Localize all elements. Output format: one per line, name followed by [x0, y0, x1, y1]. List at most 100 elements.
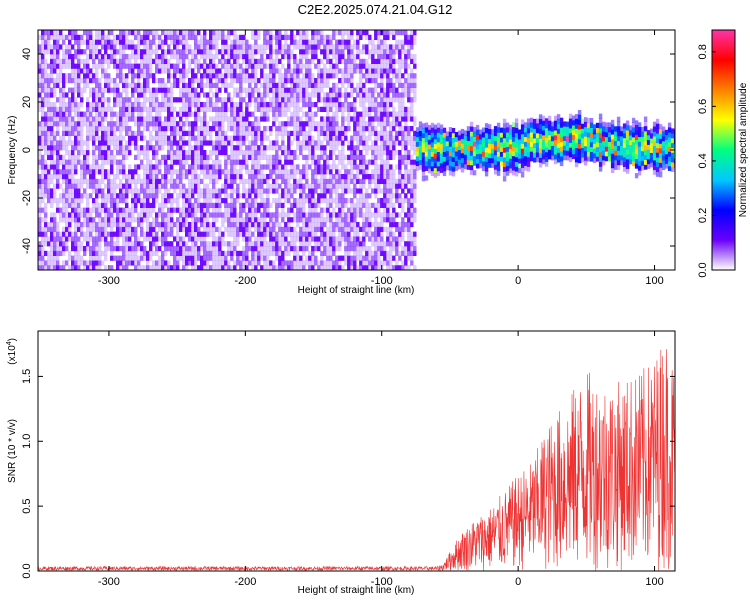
- spectrogram-cell: [392, 236, 396, 242]
- spectrogram-cell: [173, 140, 177, 146]
- spectrogram-cell: [131, 207, 135, 213]
- spectrogram-cell: [200, 260, 204, 266]
- spectrogram-cell: [239, 145, 243, 151]
- spectrogram-cell: [179, 154, 183, 160]
- spectrogram-cell: [164, 102, 168, 108]
- spectrogram-cell: [284, 106, 288, 112]
- spectrogram-cell: [359, 154, 363, 160]
- spectrogram-cell: [194, 34, 198, 40]
- spectrogram-cell: [401, 140, 405, 146]
- spectrogram-cell: [248, 130, 252, 136]
- spectrogram-cell: [167, 92, 171, 98]
- spectrogram-cell: [218, 150, 222, 156]
- spectrogram-cell: [176, 68, 180, 74]
- spectrogram-cell: [239, 164, 243, 170]
- spectrogram-cell: [350, 102, 354, 108]
- spectrogram-cell: [167, 231, 171, 237]
- spectrogram-cell: [101, 111, 105, 117]
- spectrogram-cell: [239, 111, 243, 117]
- spectrogram-cell: [197, 68, 201, 74]
- spectrogram-cell: [74, 34, 78, 40]
- spectrogram-cell: [38, 140, 42, 146]
- spectrogram-cell: [113, 49, 117, 55]
- spectrogram-cell: [374, 130, 378, 136]
- spectrogram-cell: [395, 241, 399, 247]
- spectrogram-cell: [134, 58, 138, 64]
- spectrogram-cell: [227, 183, 231, 189]
- spectrogram-cell: [203, 231, 207, 237]
- spectrogram-cell: [203, 193, 207, 199]
- spectrogram-cell: [335, 121, 339, 127]
- spectrogram-cell: [254, 222, 258, 228]
- spectrogram-cell: [38, 73, 42, 79]
- spectrogram-cell: [95, 222, 99, 228]
- spectrogram-cell: [194, 236, 198, 242]
- spectrogram-cell: [380, 150, 384, 156]
- spectrogram-cell: [65, 188, 69, 194]
- spectrogram-cell: [296, 73, 300, 79]
- spectrogram-cell: [284, 73, 288, 79]
- spectrogram-cell: [122, 87, 126, 93]
- spectrogram-cell: [272, 102, 276, 108]
- spectrogram-cell: [293, 106, 297, 112]
- spectrogram-cell: [65, 54, 69, 60]
- spectrogram-cell: [392, 255, 396, 261]
- spectrogram-cell: [239, 140, 243, 146]
- spectrogram-cell: [206, 250, 210, 256]
- spectrogram-cell: [245, 202, 249, 208]
- spectrogram-cell: [284, 159, 288, 165]
- spectrogram-cell: [362, 222, 366, 228]
- spectrogram-cell: [131, 140, 135, 146]
- spectrogram-cell: [347, 30, 351, 36]
- spectrogram-cell: [77, 145, 81, 151]
- spectrogram-cell: [83, 193, 87, 199]
- spectrogram-cell: [194, 217, 198, 223]
- spectrogram-cell: [368, 193, 372, 199]
- spectrogram-cell: [104, 169, 108, 175]
- spectrogram-cell: [395, 265, 399, 270]
- spectrogram-cell: [383, 92, 387, 98]
- spectrogram-cell: [146, 159, 150, 165]
- spectrogram-cell: [80, 49, 84, 55]
- spectrogram-cell: [176, 260, 180, 266]
- spectrogram-cell: [98, 164, 102, 170]
- spectrogram-cell: [71, 188, 75, 194]
- spectrogram-cell: [47, 39, 51, 45]
- spectrogram-cell: [248, 178, 252, 184]
- spectrogram-cell: [296, 111, 300, 117]
- spectrogram-cell: [188, 145, 192, 151]
- spectrogram-cell: [134, 97, 138, 103]
- spectrogram-cell: [338, 246, 342, 252]
- spectrogram-cell: [260, 183, 264, 189]
- spectrogram-cell: [146, 140, 150, 146]
- spectrogram-cell: [155, 68, 159, 74]
- spectrogram-cell: [236, 255, 240, 261]
- spectrogram-cell: [335, 246, 339, 252]
- spectrogram-cell: [272, 111, 276, 117]
- spectrogram-cell: [329, 183, 333, 189]
- spectrogram-cell: [380, 121, 384, 127]
- spectrogram-cell: [293, 154, 297, 160]
- spectrogram-cell: [287, 130, 291, 136]
- spectrogram-cell: [281, 193, 285, 199]
- spectrogram-cell: [326, 265, 330, 270]
- spectrogram-cell: [350, 58, 354, 64]
- spectrogram-cell: [95, 241, 99, 247]
- spectrogram-cell: [302, 154, 306, 160]
- spectrogram-cell: [281, 111, 285, 117]
- spectrogram-cell: [86, 106, 90, 112]
- spectrogram-cell: [269, 250, 273, 256]
- spectrogram-cell: [182, 164, 186, 170]
- spectrogram-cell: [134, 121, 138, 127]
- spectrogram-cell: [365, 145, 369, 151]
- spectrogram-cell: [296, 236, 300, 242]
- spectrogram-cell: [134, 145, 138, 151]
- spectrogram-cell: [236, 54, 240, 60]
- spectrogram-cell: [302, 30, 306, 36]
- spectrogram-cell: [170, 73, 174, 79]
- spectrogram-cell: [140, 92, 144, 98]
- spectrogram-cell: [188, 183, 192, 189]
- spectrogram-cell: [260, 44, 264, 50]
- spectrogram-cell: [251, 198, 255, 204]
- spectrogram-cell: [290, 260, 294, 266]
